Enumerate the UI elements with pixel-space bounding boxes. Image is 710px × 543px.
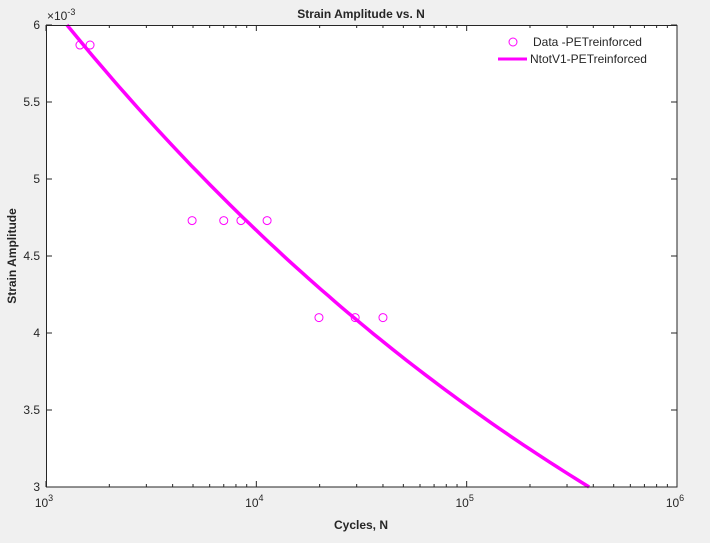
data-point — [187, 216, 197, 226]
data-point — [262, 216, 272, 226]
axes-box — [46, 25, 678, 488]
y-tick-label: 6 — [33, 18, 40, 32]
x-tick-label: 105 — [455, 493, 473, 510]
y-tick-label: 3 — [33, 480, 40, 494]
model-curve — [65, 23, 591, 489]
chart-title: Strain Amplitude vs. N — [297, 7, 425, 21]
y-tick-label: 4.5 — [23, 249, 40, 263]
y-tick-label: 3.5 — [23, 403, 40, 417]
plot-area — [46, 25, 677, 487]
x-tick-base: 10 — [245, 496, 259, 510]
x-tick-exponent: 5 — [469, 493, 474, 503]
y-exponent-value: -3 — [67, 7, 75, 17]
x-tick-base: 10 — [666, 496, 680, 510]
x-tick-exponent: 4 — [259, 493, 264, 503]
x-tick-label: 106 — [666, 493, 684, 510]
x-tick-exponent: 3 — [48, 493, 53, 503]
y-exponent-label: ×10-3 — [47, 7, 75, 23]
x-tick-label: 104 — [245, 493, 263, 510]
data-point — [75, 40, 85, 50]
data-point — [236, 216, 246, 226]
legend-label-data: Data -PETreinforced — [533, 35, 642, 49]
y-tick-label: 5 — [33, 172, 40, 186]
data-point — [85, 40, 95, 50]
legend: Data -PETreinforced NtotV1-PETreinforced — [498, 35, 647, 66]
y-tick-label: 5.5 — [23, 95, 40, 109]
data-point — [378, 313, 388, 323]
x-tick-exponent: 6 — [679, 493, 684, 503]
data-point — [314, 313, 324, 323]
data-point — [350, 313, 360, 323]
x-tick-label: 103 — [35, 493, 53, 510]
y-axis-label: Strain Amplitude — [5, 208, 19, 304]
legend-label-model: NtotV1-PETreinforced — [530, 52, 647, 66]
x-tick-base: 10 — [35, 496, 49, 510]
legend-marker-data — [508, 37, 518, 47]
x-tick-base: 10 — [455, 496, 469, 510]
y-tick-label: 4 — [33, 326, 40, 340]
data-point — [219, 216, 229, 226]
x-axis-label: Cycles, N — [334, 518, 388, 532]
